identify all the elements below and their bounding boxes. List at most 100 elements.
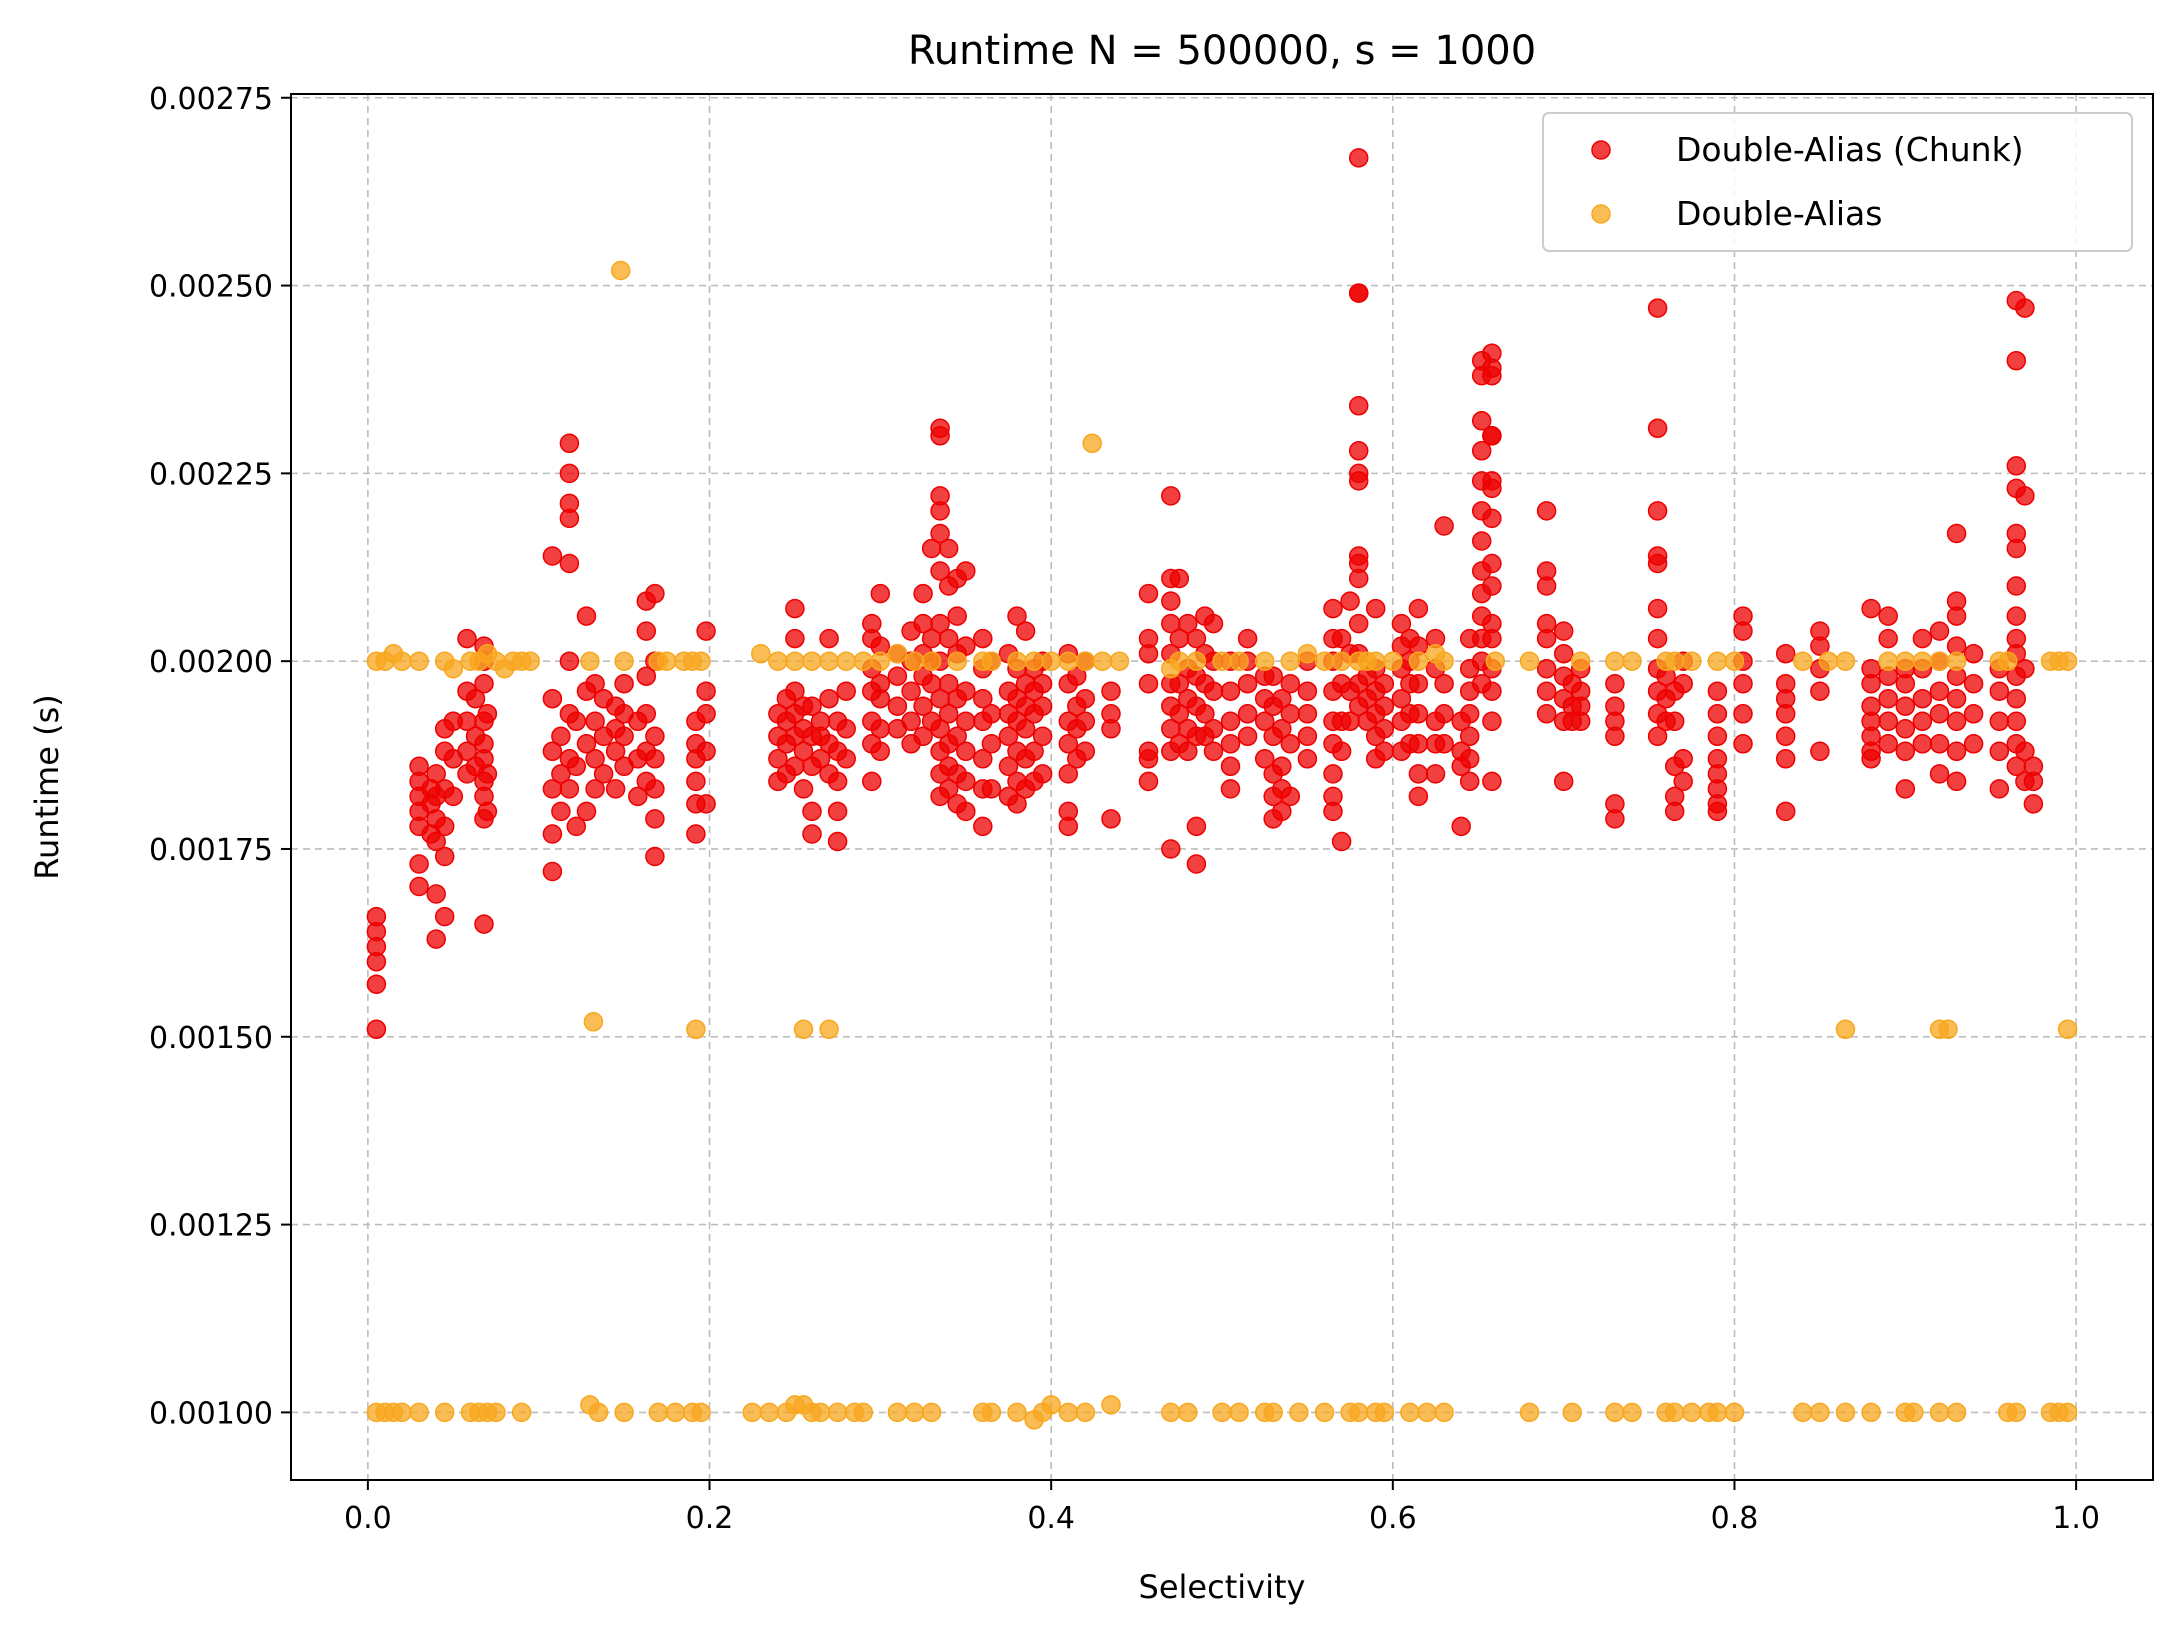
data-point <box>1835 651 1856 671</box>
data-point <box>585 749 605 769</box>
data-point <box>1647 298 1668 318</box>
data-point <box>1408 673 1429 694</box>
data-point <box>1220 779 1241 799</box>
data-point <box>559 651 580 671</box>
data-point <box>1989 779 2010 799</box>
data-point <box>1878 606 1898 626</box>
data-point <box>827 771 848 792</box>
legend-marker-double-alias <box>1591 204 1611 224</box>
data-point <box>1186 816 1207 837</box>
data-point <box>1434 734 1454 754</box>
data-point <box>1289 1402 1309 1423</box>
data-point <box>1203 719 1224 739</box>
data-point <box>1482 508 1502 529</box>
data-point <box>1878 651 1898 671</box>
data-point <box>551 764 571 784</box>
data-point <box>938 673 959 694</box>
data-point <box>938 628 959 649</box>
y-axis-label: Runtime (s) <box>28 694 66 879</box>
data-point <box>785 651 805 671</box>
data-point <box>1895 696 1916 716</box>
data-point <box>2057 1402 2078 1423</box>
data-point <box>1929 734 1950 754</box>
x-tick-label: 0.6 <box>1369 1501 1417 1536</box>
data-point <box>901 711 921 732</box>
data-point <box>947 606 967 626</box>
data-point <box>1810 741 1830 762</box>
data-point <box>1835 1402 1856 1423</box>
legend-label-chunk: Double-Alias (Chunk) <box>1676 130 2024 169</box>
data-point <box>956 636 976 656</box>
data-point <box>793 1019 814 1040</box>
data-point <box>1835 1019 1856 1040</box>
data-point <box>1272 756 1292 777</box>
data-point <box>474 914 494 934</box>
data-point <box>1391 688 1412 709</box>
data-point <box>1220 734 1241 754</box>
data-point <box>696 794 716 814</box>
data-point <box>956 561 976 581</box>
data-point <box>1451 816 1471 837</box>
data-point <box>1471 441 1492 461</box>
data-point <box>1459 749 1480 769</box>
y-tick-label: 0.00125 <box>149 1209 273 1244</box>
data-point <box>392 651 412 671</box>
data-point <box>520 651 540 671</box>
data-point <box>1647 546 1668 566</box>
data-point <box>1169 568 1190 589</box>
data-point <box>819 651 839 671</box>
data-point <box>1946 591 1967 611</box>
data-point <box>1101 809 1121 829</box>
data-point <box>930 418 950 439</box>
data-point <box>580 651 600 671</box>
data-point <box>566 711 587 732</box>
data-point <box>1536 704 1557 724</box>
data-point <box>1058 734 1079 754</box>
data-point <box>2015 486 2035 506</box>
data-point <box>921 651 942 671</box>
data-point <box>1169 673 1190 694</box>
data-point <box>827 801 848 822</box>
data-point <box>1331 628 1352 649</box>
data-point <box>542 688 563 709</box>
data-point <box>610 260 631 281</box>
data-point <box>1605 696 1625 716</box>
data-point <box>645 809 665 829</box>
data-point <box>759 1402 780 1423</box>
data-point <box>1536 681 1557 701</box>
data-point <box>1963 673 1984 694</box>
data-point <box>1775 726 1796 747</box>
data-point <box>810 711 831 732</box>
data-point <box>1348 283 1369 303</box>
data-point <box>1331 651 1352 671</box>
data-point <box>1622 1402 1642 1423</box>
data-point <box>904 651 925 671</box>
data-point <box>2006 711 2027 732</box>
data-point <box>1605 1402 1625 1423</box>
data-point <box>1946 711 1967 732</box>
data-point <box>588 1402 609 1423</box>
data-point <box>1408 734 1429 754</box>
data-point <box>956 711 976 732</box>
data-point <box>981 779 1002 799</box>
data-point <box>1032 726 1053 747</box>
data-point <box>1391 613 1412 634</box>
data-point <box>1280 734 1301 754</box>
data-point <box>1707 726 1728 747</box>
data-points <box>366 148 2078 1430</box>
data-point <box>426 831 446 852</box>
data-point <box>1673 749 1693 769</box>
data-point <box>1007 794 1027 814</box>
data-point <box>819 628 839 649</box>
data-point <box>1536 501 1557 521</box>
data-point <box>542 741 563 762</box>
data-point <box>802 801 822 822</box>
x-tick-label: 1.0 <box>2052 1501 2100 1536</box>
data-point <box>1015 621 1036 641</box>
data-point <box>836 749 856 769</box>
data-point <box>1895 651 1916 671</box>
data-point <box>1203 613 1224 634</box>
data-point <box>409 756 429 777</box>
legend-box <box>1542 112 2133 252</box>
data-point <box>793 779 814 799</box>
